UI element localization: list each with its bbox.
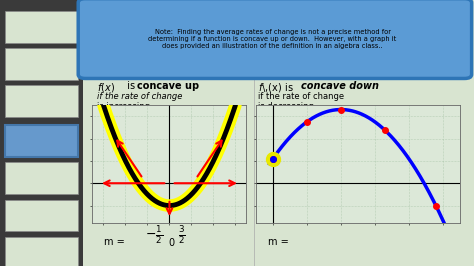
Text: concave up: concave up: [137, 81, 200, 91]
FancyBboxPatch shape: [78, 0, 472, 78]
Text: $f(x)$: $f(x)$: [97, 81, 115, 94]
Text: if the rate of change: if the rate of change: [97, 92, 182, 101]
Bar: [0, 0, 83, 266]
FancyBboxPatch shape: [5, 162, 78, 194]
Text: concave down: concave down: [301, 81, 379, 91]
Text: is increasing: is increasing: [97, 102, 150, 111]
FancyBboxPatch shape: [5, 125, 78, 157]
Text: $0$: $0$: [168, 236, 176, 248]
Text: is: is: [121, 81, 138, 91]
FancyBboxPatch shape: [5, 200, 78, 231]
Text: $-\frac{1}{2}$: $-\frac{1}{2}$: [145, 225, 163, 246]
Text: is decreasing: is decreasing: [258, 102, 314, 111]
FancyBboxPatch shape: [5, 48, 78, 80]
FancyBboxPatch shape: [5, 85, 78, 117]
Text: m =: m =: [268, 237, 292, 247]
Text: $\frac{3}{2}$: $\frac{3}{2}$: [178, 225, 185, 246]
Text: Note:  Finding the average rates of change is not a precise method for
determini: Note: Finding the average rates of chang…: [148, 28, 397, 49]
Text: $f$\,(x) is: $f$\,(x) is: [258, 81, 294, 94]
Text: m =: m =: [104, 237, 128, 247]
FancyBboxPatch shape: [5, 11, 78, 43]
FancyBboxPatch shape: [5, 237, 78, 266]
FancyBboxPatch shape: [81, 0, 474, 266]
Text: if the rate of change: if the rate of change: [258, 92, 345, 101]
